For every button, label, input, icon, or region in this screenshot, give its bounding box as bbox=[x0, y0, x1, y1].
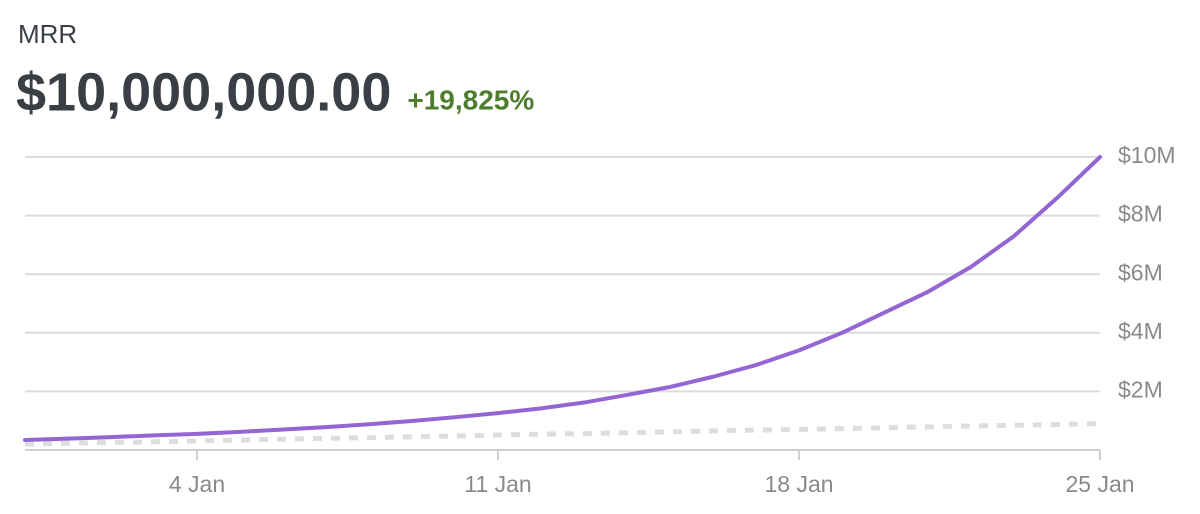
y-tick-label: $2M bbox=[1118, 376, 1163, 402]
x-tick-label: 11 Jan bbox=[464, 471, 531, 497]
series-line bbox=[23, 155, 1102, 443]
y-tick-label: $10M bbox=[1118, 142, 1176, 168]
y-tick-label: $6M bbox=[1118, 259, 1163, 285]
x-tick-label: 25 Jan bbox=[1065, 471, 1134, 497]
y-tick-label: $8M bbox=[1118, 201, 1163, 227]
headline-value: $10,000,000.00 bbox=[16, 62, 391, 122]
chart-title: MRR bbox=[18, 19, 77, 49]
x-tick-label: 18 Jan bbox=[764, 471, 833, 497]
change-percent: +19,825% bbox=[407, 84, 534, 115]
y-tick-label: $4M bbox=[1118, 318, 1163, 344]
x-tick-label: 4 Jan bbox=[169, 471, 225, 497]
